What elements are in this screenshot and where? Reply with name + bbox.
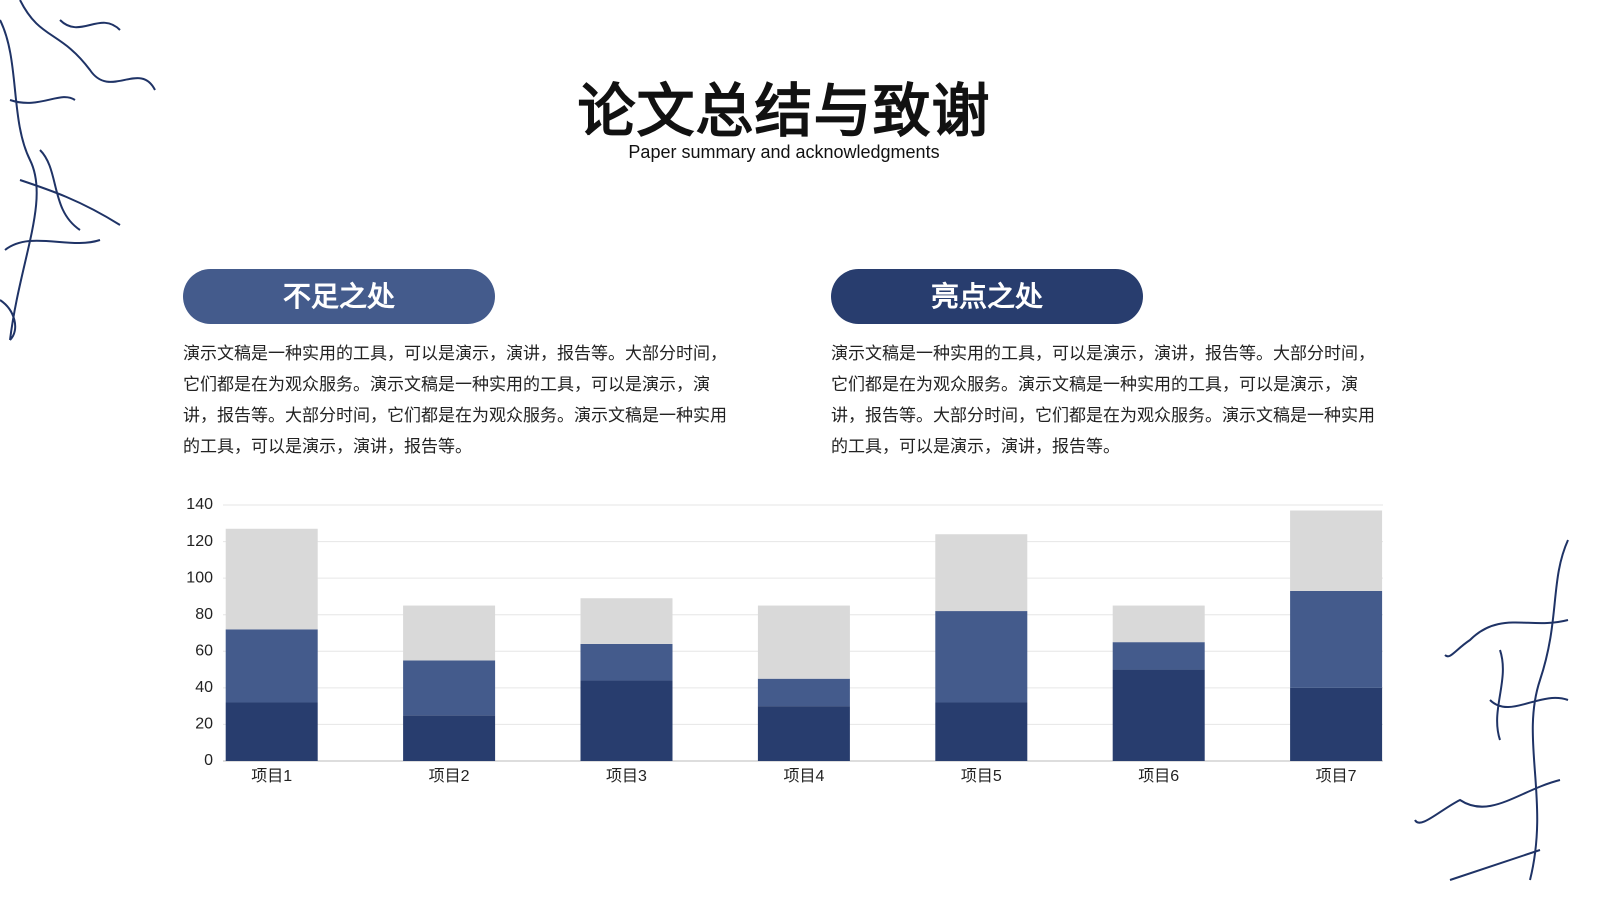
bar-segment [1112, 669, 1205, 761]
x-tick-label: 项目2 [429, 768, 470, 785]
x-tick-label: 项目1 [251, 768, 292, 785]
subtitle: Paper summary and acknowledgments [628, 142, 940, 162]
bar-segment [757, 678, 850, 707]
y-tick-label: 80 [195, 606, 213, 623]
bar-segment [580, 598, 673, 644]
y-tick-label: 120 [186, 533, 213, 550]
bar-segment [1112, 642, 1205, 670]
x-tick-label: 项目6 [1138, 768, 1179, 785]
section-text: 演示文稿是一种实用的工具，可以是演示，演讲，报告等。大部分时间，它们都是在为观众… [183, 344, 727, 456]
bar-segment [935, 702, 1028, 761]
bar-segment [757, 605, 850, 679]
bar-segment [580, 680, 673, 761]
bar-segment [403, 605, 496, 661]
section-heading: 不足之处 [183, 269, 495, 324]
section-heading: 亮点之处 [831, 269, 1143, 324]
x-tick-label: 项目3 [606, 768, 647, 785]
y-tick-label: 40 [195, 679, 213, 696]
y-tick-label: 100 [186, 569, 213, 586]
bar-segment [225, 629, 318, 703]
bar-segment [1112, 605, 1205, 643]
bar-segment [580, 643, 673, 681]
y-tick-label: 60 [195, 643, 213, 660]
bar-segment [225, 702, 318, 761]
bar-segment [403, 660, 496, 716]
y-tick-label: 140 [186, 496, 213, 513]
x-tick-label: 项目5 [961, 768, 1002, 785]
section-text: 演示文稿是一种实用的工具，可以是演示，演讲，报告等。大部分时间，它们都是在为观众… [831, 344, 1375, 456]
title: 论文总结与致谢 [577, 79, 991, 144]
y-tick-label: 0 [204, 752, 213, 769]
x-tick-label: 项目4 [783, 768, 824, 785]
bar-segment [1290, 510, 1383, 591]
y-tick-label: 20 [195, 716, 213, 733]
bar-segment [1290, 687, 1383, 761]
bar-segment [935, 534, 1028, 612]
bar-segment [225, 528, 318, 630]
bar-segment [935, 611, 1028, 703]
x-tick-label: 项目7 [1316, 768, 1357, 785]
bar-segment [403, 715, 496, 761]
bar-segment [1290, 590, 1383, 688]
bar-segment [757, 706, 850, 761]
